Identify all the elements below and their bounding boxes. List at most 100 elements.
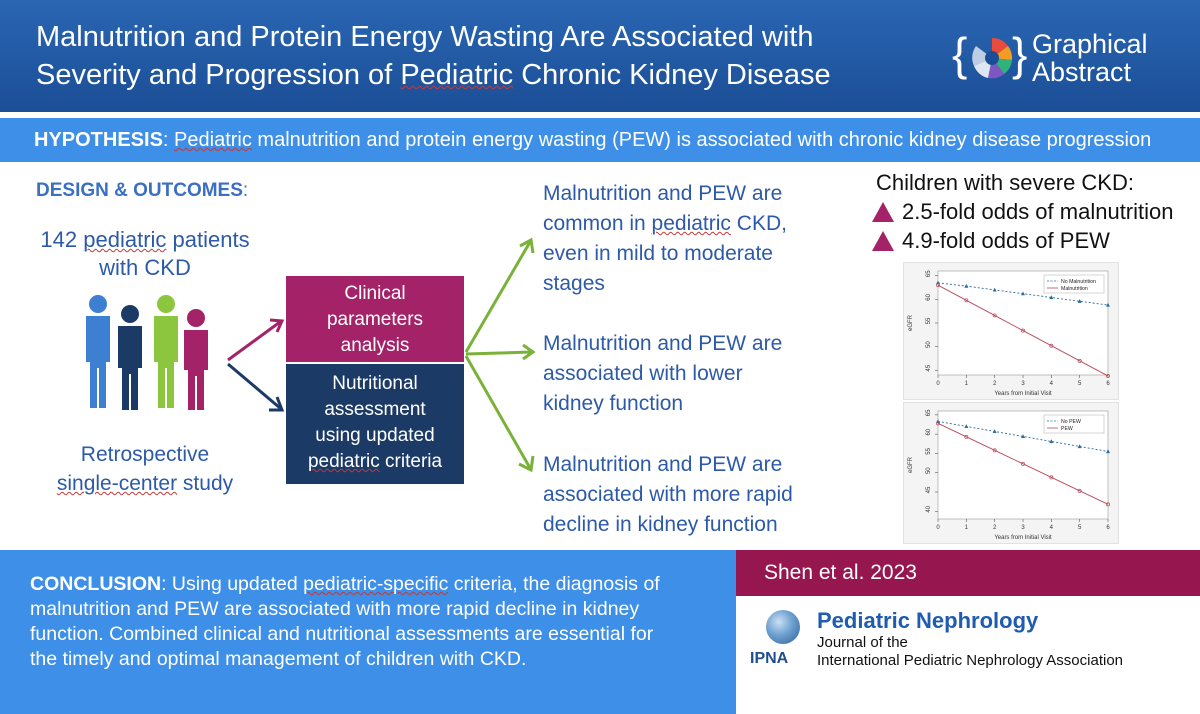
retro-b: study (177, 472, 234, 495)
journal-sub-1: Journal of the (817, 634, 908, 651)
data-point (1077, 299, 1082, 303)
x-tick-label: 2 (993, 525, 997, 531)
data-point (1077, 444, 1082, 449)
x-tick-label: 5 (1078, 525, 1082, 531)
hypothesis-bar: HYPOTHESIS: Pediatric malnutrition and p… (0, 118, 1200, 162)
data-point (1049, 343, 1054, 348)
conclusion-sep: : Using updated (161, 573, 304, 595)
data-point (964, 283, 969, 288)
x-tick-label: 3 (1021, 381, 1025, 387)
conclusion-label: CONCLUSION (30, 573, 162, 595)
legend-label: No PEW (1061, 419, 1081, 425)
pew-egfr-chart: 40 45 50 55 60 65 0 1 2 3 4 5 6 Years from Initial Vi… (903, 402, 1119, 544)
title-line-2-a: Severity and Progression of (36, 59, 401, 91)
design-label: DESIGN & OUTCOMES (36, 180, 243, 201)
data-point (936, 280, 940, 285)
people-group-icon (86, 295, 208, 410)
arrow-to-nutrition-head (269, 396, 285, 412)
severe-heading: Children with severe CKD: (876, 170, 1134, 195)
x-tick-label: 2 (993, 381, 997, 387)
x-tick-label: 0 (936, 381, 940, 387)
data-point (964, 434, 969, 439)
data-point (992, 313, 997, 318)
nutr-line-4-b: criteria (379, 451, 443, 472)
clinical-line-3: analysis (340, 335, 410, 356)
data-point (936, 283, 940, 288)
journal-block: IPNA Pediatric Nephrology Journal of the… (736, 596, 1200, 714)
data-point (1021, 461, 1025, 466)
arrow-to-outcome-2-head (522, 343, 536, 361)
malnutrition-egfr-chart: 45 50 55 60 65 0 1 2 3 4 5 6 Years from Initial Visi… (903, 262, 1119, 400)
data-point (992, 429, 997, 434)
data-point (1106, 373, 1110, 378)
conclusion-text-a: criteria, the diagnosis of (448, 573, 660, 595)
outcome-1-line-3: even in mild to moderate (543, 242, 773, 265)
conclusion-underlined: pediatric-specific (303, 573, 449, 595)
retro-line-2: single-center study (20, 469, 270, 498)
severe-ckd-panel: Children with severe CKD: 2.5-fold odds … (872, 168, 1200, 255)
data-point (1049, 295, 1054, 300)
arrow-to-clinical-head (269, 318, 285, 333)
outcome-1-b: CKD, (730, 212, 787, 235)
nutr-line-3: using updated (315, 425, 435, 446)
left-brace-icon: { (952, 28, 968, 80)
design-heading: DESIGN & OUTCOMES: (36, 180, 248, 202)
y-tick-label: 65 (926, 409, 932, 416)
x-axis-label: Years from Initial Visit (994, 391, 1052, 397)
outcome-3-line-3: decline in kidney function (543, 513, 778, 536)
data-point (992, 287, 997, 292)
retro-line-1: Retrospective (80, 443, 210, 466)
outcome-1-line-1: Malnutrition and PEW are (543, 182, 783, 205)
patients-text: 142 pediatric patients with CKD (20, 226, 270, 282)
journal-sub-2: International Pediatric Nephrology Assoc… (817, 652, 1124, 669)
arrow-to-outcome-1-head (519, 237, 535, 254)
arrow-to-clinical (227, 320, 281, 362)
nutr-line-2: assessment (324, 399, 426, 420)
outcome-2-line-3: kidney function (543, 392, 684, 415)
y-tick-label: 45 (926, 364, 932, 371)
globe-icon (766, 610, 800, 644)
outcome-2: Malnutrition and PEW are associated with… (543, 329, 843, 419)
patients-line-1: 142 pediatric patients (20, 226, 270, 254)
x-tick-label: 5 (1078, 381, 1082, 387)
right-brace-icon: } (1012, 28, 1028, 80)
severe-item-2: 4.9-fold odds of PEW (872, 226, 1200, 255)
legend-box (1043, 274, 1105, 294)
conclusion-line-4: the timely and optimal management of chi… (30, 648, 527, 670)
title-line-2: Severity and Progression of Pediatric Ch… (36, 56, 916, 94)
data-point (992, 448, 997, 453)
patients-line-2: with CKD (99, 255, 191, 280)
data-point (964, 424, 969, 429)
x-tick-label: 0 (936, 525, 940, 531)
outcome-1-underlined: pediatric (651, 212, 731, 235)
y-tick-label: 45 (926, 486, 932, 493)
data-point (1021, 291, 1025, 296)
severe-item-1-text: 2.5-fold odds of malnutrition (902, 199, 1174, 224)
series-line (937, 422, 1109, 505)
y-tick-label: 55 (926, 447, 932, 454)
outcome-3-line-2: associated with more rapid (543, 483, 793, 506)
nutritional-assessment-box: Nutritional assessment using updated ped… (286, 364, 464, 484)
y-tick-label: 55 (926, 317, 932, 324)
patients-underlined: pediatric (83, 227, 167, 252)
hypothesis-underlined: Pediatric (174, 129, 252, 151)
y-tick-label: 60 (926, 293, 932, 300)
title-line-2-b: Chronic Kidney Disease (513, 59, 831, 91)
x-tick-label: 4 (1050, 525, 1054, 531)
title-line-1: Malnutrition and Protein Energy Wasting … (36, 21, 814, 53)
nutr-underlined: pediatric (307, 451, 380, 472)
clinical-line-2: parameters (326, 309, 424, 330)
data-point (1077, 488, 1082, 493)
page-title: Malnutrition and Protein Energy Wasting … (36, 18, 916, 94)
logo-line-1: Graphical (1032, 29, 1148, 59)
clinical-line-1: Clinical (344, 283, 406, 304)
data-point (1106, 449, 1110, 454)
outcome-1: Malnutrition and PEW are common in pedia… (543, 179, 843, 299)
up-triangle-icon (872, 201, 894, 222)
legend-label: PEW (1061, 426, 1073, 432)
y-tick-label: 50 (926, 341, 932, 348)
y-axis-label: eGFR (908, 314, 914, 331)
series-line (937, 284, 1109, 377)
legend-label: No Malnutrition (1061, 279, 1096, 285)
up-triangle-icon (872, 230, 894, 251)
